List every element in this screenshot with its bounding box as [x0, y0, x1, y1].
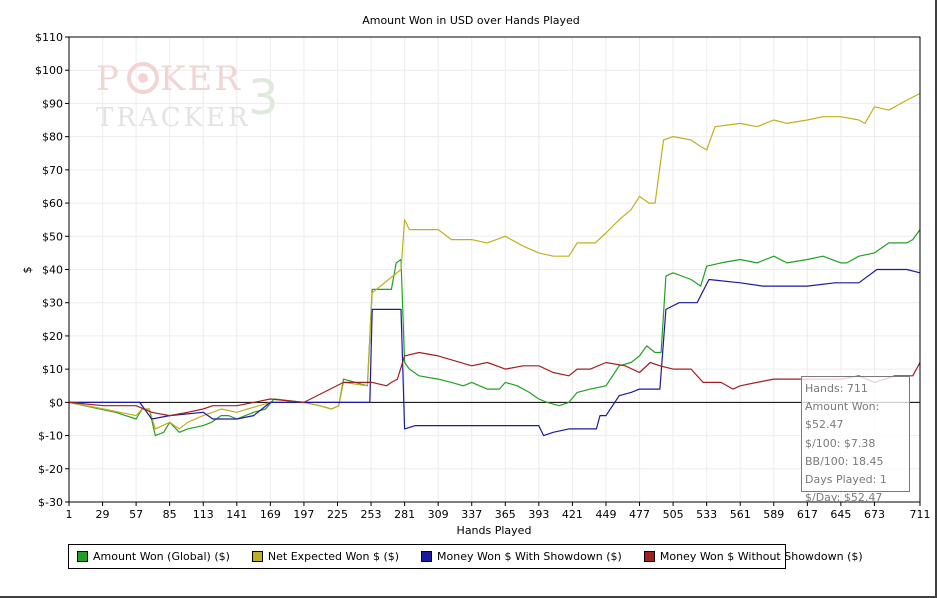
plot-border	[68, 36, 921, 503]
x-tick-label: 225	[327, 508, 348, 521]
x-tick-label: 29	[96, 508, 110, 521]
chart-title: Amount Won in USD over Hands Played	[362, 14, 580, 27]
x-tick-label: 309	[428, 508, 449, 521]
legend-item: Net Expected Won $ ($)	[251, 550, 400, 563]
y-axis: $110 $100 $90 $80 $70 $60 $50 $40 $30 $20 $10 $0 $-1…	[35, 31, 69, 509]
x-tick-label: 449	[595, 508, 616, 521]
y-tick-label: $30	[42, 297, 63, 310]
y-tick-label: $60	[42, 197, 63, 210]
x-axis-label: Hands Played	[457, 524, 532, 537]
x-tick-label: 337	[461, 508, 482, 521]
y-tick-label: $50	[42, 230, 63, 243]
x-tick-label: 421	[562, 508, 583, 521]
x-tick-label: 673	[864, 508, 885, 521]
hover-tooltip: Hands: 711 Amount Won: $52.47 $/100: $7.…	[801, 376, 910, 504]
x-tick-label: 617	[797, 508, 818, 521]
y-tick-label: $70	[42, 164, 63, 177]
series-line-2	[68, 92, 921, 430]
legend-item: Money Won $ With Showdown ($)	[421, 550, 622, 563]
legend-label: Net Expected Won $ ($)	[267, 550, 400, 563]
tooltip-days-played: Days Played: 1	[805, 473, 887, 487]
x-tick-label: 141	[226, 508, 247, 521]
y-tick-label: $80	[42, 131, 63, 144]
y-tick-label: $10	[42, 363, 63, 376]
tooltip-per-day: $/Day: $52.47	[805, 491, 883, 505]
tooltip-amount-won: Amount Won: $52.47	[805, 400, 880, 432]
series-line-4	[68, 351, 921, 417]
x-tick-label: 365	[495, 508, 516, 521]
legend-item: Money Won $ Without Showdown ($)	[643, 550, 863, 563]
x-tick-label: 561	[730, 508, 751, 521]
legend-swatch	[643, 551, 655, 562]
tooltip-bb-per-100: BB/100: 18.45	[805, 454, 884, 468]
y-tick-label: $20	[42, 330, 63, 343]
tooltip-per-100: $/100: $7.38	[805, 436, 876, 450]
y-axis-label: $	[21, 267, 34, 274]
x-tick-label: 533	[696, 508, 717, 521]
x-tick-label: 393	[528, 508, 549, 521]
x-tick-label: 711	[910, 508, 931, 521]
y-tick-label: $0	[49, 396, 63, 409]
legend-item: Amount Won (Global) ($)	[77, 550, 230, 563]
x-tick-label: 197	[293, 508, 314, 521]
y-tick-label: $-20	[38, 463, 63, 476]
legend-label: Money Won $ With Showdown ($)	[437, 550, 622, 563]
x-tick-label: 477	[629, 508, 650, 521]
tooltip-hands: Hands: 711	[805, 382, 868, 395]
chart-legend: Amount Won (Global) ($) Net Expected Won …	[68, 544, 863, 569]
x-tick-label: 57	[129, 508, 143, 521]
y-tick-label: $-10	[38, 430, 63, 443]
y-tick-label: $100	[35, 64, 63, 77]
x-tick-label: 505	[663, 508, 684, 521]
x-axis: 1 29 57 85 113 141 169 197 225 253 281 309 337 365 393…	[66, 502, 931, 521]
legend-swatch	[251, 551, 263, 562]
x-tick-label: 253	[361, 508, 382, 521]
legend-swatch	[421, 551, 433, 562]
legend-label: Amount Won (Global) ($)	[93, 550, 230, 563]
series-line-3	[69, 268, 921, 437]
y-tick-label: $40	[42, 264, 63, 277]
x-tick-label: 645	[830, 508, 851, 521]
y-tick-label: $-30	[38, 496, 63, 509]
x-tick-label: 169	[260, 508, 281, 521]
x-tick-label: 113	[193, 508, 214, 521]
y-tick-label: $90	[42, 97, 63, 110]
series-lines	[68, 92, 921, 437]
y-tick-label: $110	[35, 31, 63, 44]
x-tick-label: 589	[763, 508, 784, 521]
x-tick-label: 85	[163, 508, 177, 521]
x-tick-label: 1	[66, 508, 73, 521]
legend-swatch	[77, 551, 88, 562]
grid-lines	[68, 36, 921, 503]
legend-label: Money Won $ Without Showdown ($)	[659, 550, 863, 563]
x-tick-label: 281	[394, 508, 415, 521]
